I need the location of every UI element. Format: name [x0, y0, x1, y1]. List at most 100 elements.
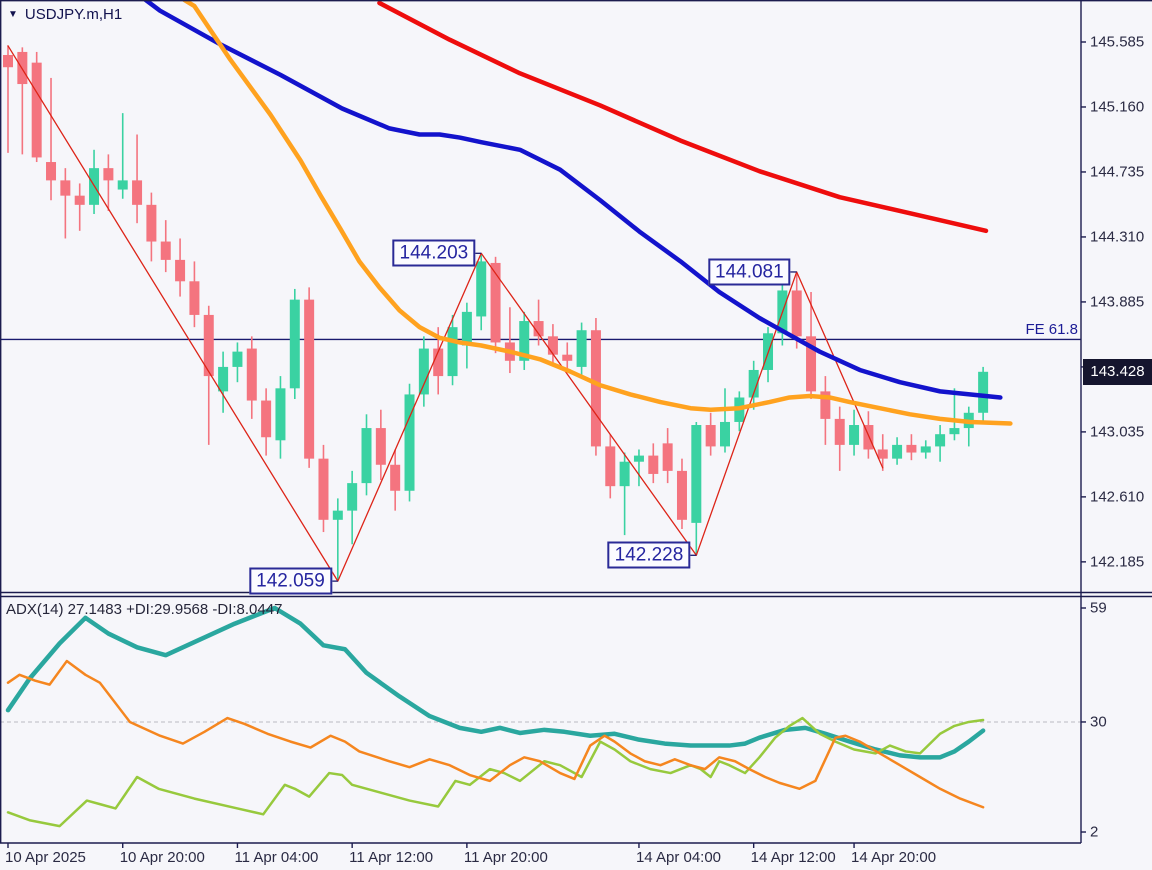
bear-candle — [705, 425, 716, 447]
adx-series--DI — [6, 659, 985, 809]
bull-candle — [447, 327, 458, 377]
price-scale-label: 144.735 — [1090, 163, 1145, 181]
zigzag-high-label[interactable]: 144.081 — [708, 258, 791, 286]
time-scale-label: 14 Apr 20:00 — [851, 849, 937, 866]
bear-candle — [547, 336, 558, 355]
bull-candle — [289, 299, 300, 389]
bear-candle — [74, 195, 85, 205]
time-scale-label: 11 Apr 20:00 — [463, 849, 548, 866]
bull-candle — [361, 428, 372, 484]
bear-candle — [433, 348, 444, 377]
bull-candle — [275, 388, 286, 441]
bull-candle — [519, 321, 530, 361]
bull-candle — [978, 371, 989, 413]
bear-candle — [490, 262, 501, 343]
bull-candle — [892, 444, 903, 459]
bear-candle — [834, 418, 845, 445]
bull-candle — [935, 434, 946, 447]
bear-candle — [189, 281, 200, 315]
fibo-expansion-label: FE 61.8 — [1025, 321, 1078, 338]
bear-candle — [662, 443, 673, 471]
bull-candle — [633, 455, 644, 462]
price-scale-label: 142.185 — [1090, 553, 1145, 571]
zigzag-low-label[interactable]: 142.228 — [607, 541, 691, 569]
bear-candle — [160, 241, 171, 260]
bear-candle — [390, 464, 401, 491]
bear-candle — [562, 354, 573, 361]
bear-candle — [203, 314, 214, 377]
symbol-timeframe-label: USDJPY.m,H1 — [24, 6, 123, 23]
bear-candle — [806, 336, 817, 392]
time-scale-label: 11 Apr 04:00 — [234, 849, 319, 866]
price-scale-label: 145.585 — [1090, 33, 1145, 51]
bear-candle — [877, 449, 888, 459]
zigzag-high-label[interactable]: 144.203 — [392, 239, 476, 267]
bear-candle — [605, 446, 616, 487]
bull-candle — [949, 428, 960, 435]
collapse-triangle-icon[interactable]: ▼ — [8, 9, 18, 20]
price-scale-label: 143.035 — [1090, 423, 1145, 441]
bull-candle — [576, 330, 587, 367]
bear-candle — [533, 321, 544, 337]
bull-candle — [347, 483, 358, 511]
price-scale-label: 142.610 — [1090, 488, 1145, 506]
bear-candle — [820, 391, 831, 419]
bull-candle — [117, 180, 128, 190]
adx-series-+DI — [6, 716, 985, 828]
time-scale-label: 14 Apr 04:00 — [635, 849, 722, 866]
bear-candle — [132, 180, 143, 205]
zigzag-low-label[interactable]: 142.059 — [249, 567, 332, 595]
bull-candle — [476, 261, 487, 317]
adx-indicator-readout: ADX(14) 27.1483 +DI:29.9568 -DI:8.0447 — [6, 601, 283, 618]
bear-candle — [648, 455, 659, 474]
bull-candle — [218, 366, 229, 392]
bear-candle — [375, 428, 386, 465]
bull-candle — [232, 351, 243, 367]
time-scale-label: 10 Apr 2025 — [5, 849, 86, 866]
bear-candle — [3, 54, 13, 68]
bear-candle — [246, 348, 257, 401]
bear-candle — [146, 204, 157, 242]
bear-candle — [906, 444, 917, 453]
chart-symbol-title: ▼ USDJPY.m,H1 — [8, 6, 122, 23]
bull-candle — [920, 446, 931, 453]
bull-candle — [619, 461, 630, 487]
adx-series-ADX — [5, 605, 986, 760]
indicator-scale-label: 2 — [1090, 823, 1099, 841]
bear-candle — [175, 259, 186, 282]
bull-candle — [691, 425, 702, 523]
bear-candle — [261, 400, 272, 438]
bull-candle — [849, 425, 860, 445]
indicator-scale-label: 30 — [1090, 713, 1107, 731]
bull-candle — [748, 369, 759, 398]
chart-borders — [0, 0, 1152, 848]
ma-medium-blue — [143, 0, 1003, 400]
bull-candle — [332, 510, 343, 520]
indicator-scale-label: 59 — [1090, 599, 1107, 617]
bear-candle — [590, 330, 601, 447]
bear-candle — [318, 458, 329, 520]
time-scale-label: 11 Apr 12:00 — [349, 849, 434, 866]
bull-candle — [418, 348, 429, 395]
ma-fast-orange — [182, 0, 1013, 426]
adx-panel — [0, 605, 1081, 828]
bull-candle — [720, 421, 730, 447]
price-scale-label: 145.160 — [1090, 98, 1145, 116]
bear-candle — [46, 162, 57, 181]
bear-candle — [60, 180, 71, 196]
ma-slow-red — [377, 0, 989, 234]
time-scale-label: 10 Apr 20:00 — [119, 849, 205, 866]
bull-candle — [461, 311, 472, 346]
current-price-badge: 143.428 — [1083, 358, 1152, 385]
time-scale-label: 14 Apr 12:00 — [750, 849, 836, 866]
price-scale-label: 144.310 — [1090, 228, 1145, 246]
bear-candle — [304, 299, 315, 459]
bear-candle — [863, 425, 874, 450]
bear-candle — [676, 470, 687, 520]
price-scale-label: 143.885 — [1090, 293, 1145, 311]
bear-candle — [791, 290, 802, 337]
bear-candle — [31, 62, 42, 158]
candles — [3, 45, 989, 582]
